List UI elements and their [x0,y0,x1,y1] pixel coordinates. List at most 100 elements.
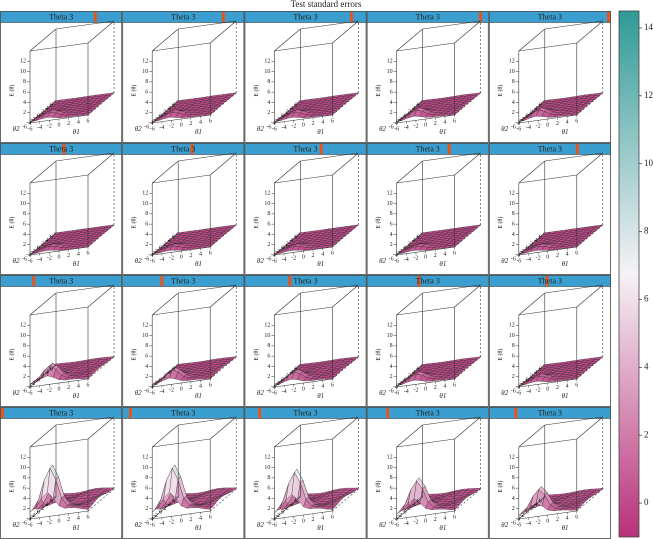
y-tick-label: 2 [408,374,411,380]
strip [366,275,489,287]
z-tick-label: 2 [390,506,393,512]
x-axis-label: θ1 [439,128,446,136]
x-axis-label: θ1 [562,524,569,532]
y-tick-label: 4 [534,370,537,376]
z-tick-label: 8 [267,211,270,217]
x-tick-label: 2 [312,121,315,127]
y-tick-label: 2 [530,506,533,512]
x-tick-label: -6 [28,522,33,528]
box-edge [396,292,423,316]
x-tick-label: 0 [180,518,183,524]
x-tick-label: 2 [312,385,315,391]
x-tick-label: -6 [272,126,277,132]
x-tick-label: 4 [199,120,202,126]
panel-frame [0,143,123,275]
surface-cell [81,506,91,510]
x-axis-label: θ1 [195,392,202,400]
box-edge [576,152,603,176]
surface-cell [326,376,336,380]
z-tick-label: 4 [267,232,270,238]
y-tick-label: 0 [159,245,162,251]
x-tick-label: 6 [87,382,90,388]
y-tick-label: -6 [144,124,149,130]
z-tick-label: 6 [390,354,393,360]
x-tick-label: -4 [159,125,164,131]
y-tick-label: 2 [530,110,533,116]
x-tick-label: 0 [58,518,61,524]
box-edge [454,356,481,380]
x-tick-label: -6 [516,126,521,132]
y-tick-label: 6 [172,498,175,504]
z-axis-label: E (θ) [131,85,138,97]
y-tick-label: -2 [519,381,524,387]
z-tick-label: 4 [390,364,393,370]
x-axis-label: θ1 [73,524,80,532]
y-tick-label: -6 [389,256,394,262]
box-edge [274,438,333,448]
y-tick-label: -4 [271,385,276,391]
x-axis-label: θ1 [195,260,202,268]
box-edge [454,488,481,512]
z-tick-label: 4 [267,100,270,106]
y-tick-label: -6 [266,256,271,262]
strip-label: Theta 3 [171,276,195,285]
x-tick-label: 2 [434,253,437,259]
z-tick-label: 2 [23,506,26,512]
y-tick-label: -4 [393,253,398,259]
z-tick-label: 4 [145,100,148,106]
x-tick-label: -4 [37,257,42,263]
strip [0,407,122,419]
z-tick-label: 6 [23,222,26,228]
x-tick-label: -2 [536,256,541,262]
panel-frame [366,11,489,143]
x-tick-label: 6 [87,250,90,256]
z-tick-label: 6 [390,486,393,492]
z-tick-label: 8 [512,211,515,217]
x-axis-label: θ1 [73,128,80,136]
y-tick-label: 6 [539,102,542,108]
box-edge [29,438,89,448]
box-edge [422,20,481,30]
strip-marker [386,408,390,418]
x-tick-label: 0 [424,122,427,128]
x-tick-label: 2 [434,385,437,391]
panel-frame [0,407,123,539]
y-tick-label: -4 [149,253,154,259]
y-axis-label: θ2 [135,389,142,397]
y-tick-label: -2 [153,117,158,123]
y-tick-label: 2 [408,110,411,116]
y-axis-label: θ2 [501,257,508,265]
box-edge [396,174,455,184]
x-tick-label: -6 [394,522,399,528]
surface-cell [570,507,580,511]
z-axis-label: E (θ) [253,481,260,493]
box-edge [396,28,423,52]
y-tick-label: 2 [41,506,44,512]
y-tick-label: 0 [37,377,40,383]
y-tick-label: -4 [515,253,520,259]
colorbar-tick-label: 2 [644,429,649,439]
x-tick-label: 4 [321,120,324,126]
x-tick-label: 4 [199,384,202,390]
x-tick-label: -6 [394,126,399,132]
x-tick-label: 0 [302,254,305,260]
x-tick-label: 6 [575,250,578,256]
y-tick-label: -4 [26,253,31,259]
z-tick-label: 6 [267,354,270,360]
z-tick-label: 10 [20,69,26,75]
z-tick-label: 2 [23,374,26,380]
panel-frame [366,275,489,407]
y-tick-label: -6 [511,520,516,526]
z-tick-label: 6 [512,354,515,360]
box-edge [274,174,333,184]
strip [366,407,489,419]
z-tick-label: 10 [387,333,393,339]
strip-label: Theta 3 [49,276,73,285]
surface-cell [81,375,92,379]
y-tick-label: -4 [393,121,398,127]
box-edge [422,152,481,162]
x-tick-label: 0 [180,122,183,128]
x-tick-label: 0 [546,254,549,260]
